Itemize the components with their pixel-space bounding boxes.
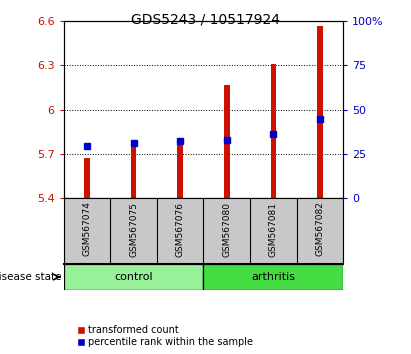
Text: GSM567080: GSM567080 — [222, 201, 231, 257]
Text: disease state: disease state — [0, 272, 62, 282]
Bar — [84, 158, 90, 198]
Text: GSM567081: GSM567081 — [269, 201, 278, 257]
Bar — [317, 25, 323, 198]
Text: GSM567076: GSM567076 — [175, 201, 185, 257]
Text: GSM567075: GSM567075 — [129, 201, 138, 257]
Legend: transformed count, percentile rank within the sample: transformed count, percentile rank withi… — [77, 325, 254, 347]
Text: control: control — [114, 272, 153, 282]
Bar — [178, 145, 183, 198]
Bar — [64, 264, 203, 290]
Bar — [224, 85, 229, 198]
Text: GSM567082: GSM567082 — [315, 201, 324, 256]
Text: GDS5243 / 10517924: GDS5243 / 10517924 — [131, 12, 280, 27]
Bar — [203, 264, 343, 290]
Bar — [270, 64, 276, 198]
Bar — [131, 147, 136, 198]
Text: arthritis: arthritis — [251, 272, 296, 282]
Text: GSM567074: GSM567074 — [83, 201, 92, 256]
